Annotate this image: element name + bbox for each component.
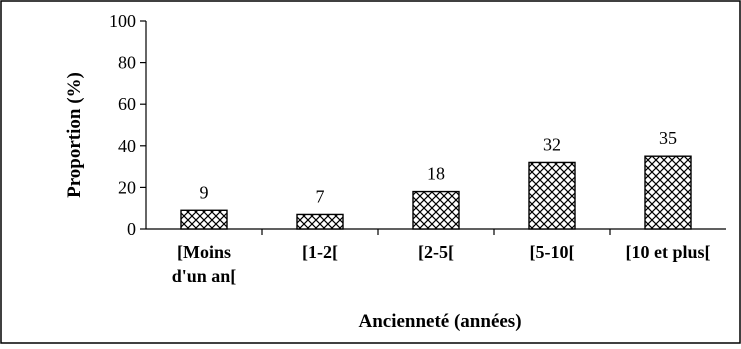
y-tick-label: 100 — [109, 11, 136, 31]
x-tick-label: [1-2[ — [302, 242, 338, 262]
y-tick-label: 80 — [118, 53, 136, 73]
x-tick-label: [2-5[ — [418, 242, 454, 262]
y-tick-label: 40 — [118, 136, 136, 156]
x-tick-label: [Moins — [177, 242, 231, 262]
bar — [528, 161, 576, 230]
bar — [180, 209, 228, 230]
x-axis-label: Ancienneté (années) — [358, 311, 521, 332]
y-tick-label: 60 — [118, 94, 136, 114]
y-tick-label: 20 — [118, 177, 136, 197]
x-tick-label: d'un an[ — [172, 266, 237, 286]
bar — [644, 155, 692, 230]
y-tick-label: 0 — [127, 219, 136, 239]
data-label: 7 — [316, 186, 325, 206]
x-tick-label: [10 et plus[ — [626, 242, 711, 262]
data-label: 9 — [200, 182, 209, 202]
bar — [412, 190, 460, 230]
data-label: 35 — [659, 128, 677, 148]
data-label: 18 — [427, 164, 445, 184]
y-axis-label: Proportion (%) — [64, 72, 85, 198]
bar — [296, 213, 344, 230]
x-tick-label: [5-10[ — [530, 242, 575, 262]
data-label: 32 — [543, 134, 561, 154]
